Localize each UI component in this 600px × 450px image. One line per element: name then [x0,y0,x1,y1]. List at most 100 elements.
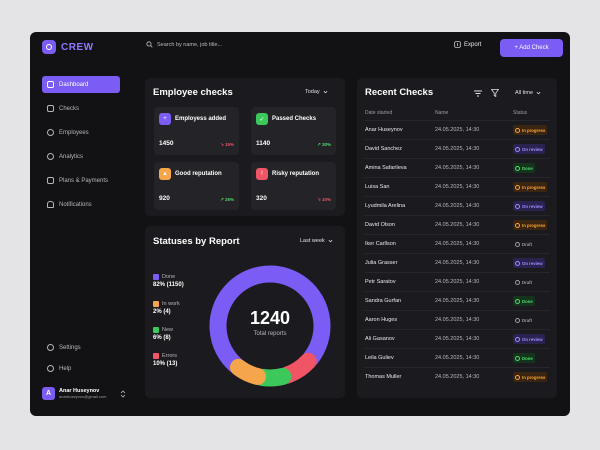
statuses-period-dropdown[interactable]: Last week [300,238,333,244]
row-name: Amina Safarileva [365,165,407,171]
status-label: On review [522,260,543,266]
legend-value: 82% (1150) [153,282,184,288]
chevron-down-icon [323,90,328,94]
status-badge: Done [513,163,535,173]
row-date: 24.05.2025, 14:30 [435,184,480,190]
sidebar-item-label: Dashboard [59,81,89,88]
row-name: Lyudmila Arelina [365,203,406,209]
status-label: Done [522,355,533,361]
sort-icon[interactable] [474,90,482,97]
status-label: Draft [522,241,533,247]
legend-swatch [153,301,159,307]
table-row[interactable]: Leila Guliev 24.05.2025, 14:30 Done [365,348,550,367]
export-button[interactable]: Export [454,41,481,48]
row-name: David Olson [365,222,395,228]
table-row[interactable]: Luisa San 24.05.2025, 14:30 In progress [365,177,550,196]
column-status: Status [513,110,528,116]
legend-swatch [153,274,159,280]
tile-value: 1450 [159,140,174,147]
top-bar: CREW Search by name, job title... Export… [30,32,570,66]
sidebar-item-label: Help [59,365,72,372]
tile-label: Passed Checks [272,116,317,122]
check-document-icon: ✓ [256,113,268,125]
search-box[interactable]: Search by name, job title... [146,41,222,48]
table-row[interactable]: David Olson 24.05.2025, 14:30 In progress [365,215,550,234]
status-label: In progress [522,374,546,380]
status-label: In progress [522,127,546,133]
row-date: 24.05.2025, 14:30 [435,127,480,133]
row-date: 24.05.2025, 14:30 [435,146,480,152]
sidebar-item-analytics[interactable]: Analytics [42,148,120,165]
tile-passed-checks[interactable]: ✓ Passed Checks 1140 ↗ 30% [251,107,336,155]
tile-employees-added[interactable]: + Employess added 1450 ↘ 15% [154,107,239,155]
legend-swatch [153,327,159,333]
row-date: 24.05.2025, 14:30 [435,279,480,285]
sidebar-item-label: Checks [59,105,80,112]
statuses-title: Statuses by Report [153,236,240,247]
period-dropdown[interactable]: Today [305,89,328,95]
row-date: 24.05.2025, 14:30 [435,165,480,171]
search-icon [146,41,153,48]
legend-new: New 6% (8) [153,327,173,341]
table-row[interactable]: Sandra Gurfan 24.05.2025, 14:30 Done [365,291,550,310]
row-name: Anar Huseynov [365,127,403,133]
status-badge: Draft [513,277,534,287]
sidebar-item-settings[interactable]: Settings [42,339,120,356]
period-label: Last week [300,238,325,244]
chevron-updown-icon[interactable] [120,389,126,398]
table-row[interactable]: Lyudmila Arelina 24.05.2025, 14:30 On revi… [365,196,550,215]
add-check-button[interactable]: + Add Check [500,39,563,57]
status-badge: Draft [513,315,534,325]
sidebar-item-checks[interactable]: Checks [42,100,120,117]
legend-label: New [162,327,174,333]
row-date: 24.05.2025, 14:30 [435,374,480,380]
employee-checks-card: Employee checks Today + Employess added … [145,78,345,216]
sidebar-item-help[interactable]: Help [42,360,120,377]
table-row[interactable]: Julia Grasser 24.05.2025, 14:30 On review [365,253,550,272]
filter-icon[interactable] [491,89,499,97]
donut-slice-done[interactable] [209,265,331,374]
help-icon [47,365,54,372]
sidebar-item-plans-payments[interactable]: Plans & Payments [42,172,120,189]
status-icon [515,184,520,190]
donut-svg [209,265,331,387]
gear-icon [47,344,54,351]
donut-total-label: Total reports [253,331,287,337]
column-name: Name [435,110,449,116]
donut-slice-in-work[interactable] [229,358,267,385]
table-row[interactable]: David Sanchez 24.05.2025, 14:30 On review [365,139,550,158]
sidebar-item-employees[interactable]: Employees [42,124,120,141]
row-name: Julia Grasser [365,260,398,266]
table-row[interactable]: Ali Gasanov 24.05.2025, 14:30 On review [365,329,550,348]
sidebar-item-label: Plans & Payments [59,177,109,184]
sidebar-item-label: Notifications [59,201,92,208]
table-row[interactable]: Aaron Huges 24.05.2025, 14:30 Draft [365,310,550,329]
table-row[interactable]: Anar Huseynov 24.05.2025, 14:30 In progres… [365,120,550,139]
logo[interactable]: CREW [42,40,94,54]
row-name: Iker Carllson [365,241,396,247]
status-icon [515,203,520,209]
chevron-down-icon [536,91,541,95]
dashboard-icon [47,81,54,88]
table-row[interactable]: Iker Carllson 24.05.2025, 14:30 Draft [365,234,550,253]
recent-period-dropdown[interactable]: All time [515,90,541,96]
table-row[interactable]: Thomas Muller 24.05.2025, 14:30 In progres… [365,367,550,386]
tile-risky-reputation[interactable]: ! Risky reputation 320 ↘ 10% [251,162,336,210]
tile-good-reputation[interactable]: ▲ Good reputation 920 ↗ 25% [154,162,239,210]
sidebar-item-dashboard[interactable]: Dashboard [42,76,120,93]
status-label: Done [522,298,533,304]
search-input[interactable]: Search by name, job title... [157,41,223,48]
status-label: On review [522,146,543,152]
status-icon [515,317,520,323]
table-row[interactable]: Petr Saratov 24.05.2025, 14:30 Draft [365,272,550,291]
tile-label: Good reputation [175,171,222,177]
row-date: 24.05.2025, 14:30 [435,298,480,304]
donut-total: 1240 [249,308,291,328]
tile-value: 920 [159,195,170,202]
table-row[interactable]: Amina Safarileva 24.05.2025, 14:30 Done [365,158,550,177]
tile-delta: ↗ 30% [316,142,331,147]
sidebar-item-notifications[interactable]: Notifications [42,196,120,213]
user-profile[interactable]: A Anar Huseynov anarhuseynov@gmail.com [42,387,126,400]
checks-icon [47,105,54,112]
status-label: In progress [522,184,546,190]
